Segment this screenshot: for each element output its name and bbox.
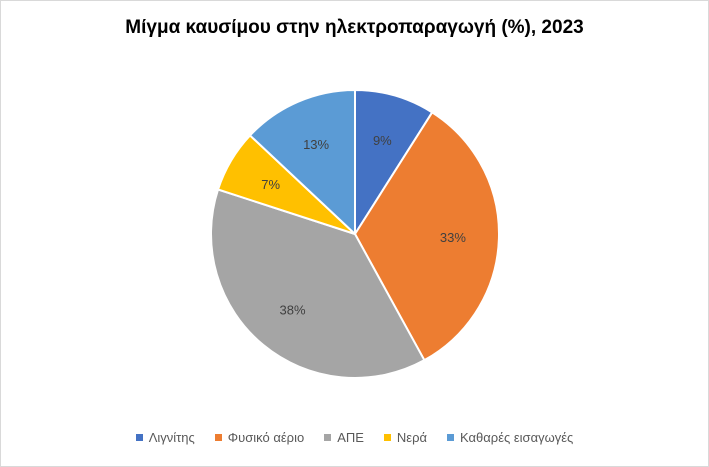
- legend-label: Φυσικό αέριο: [227, 430, 305, 445]
- slice-data-label: 7%: [261, 177, 280, 192]
- legend-item: Λιγνίτης: [135, 430, 195, 445]
- legend-item: Νερά: [383, 430, 428, 445]
- legend: Λιγνίτης Φυσικό αέριο ΑΠΕ Νερά Καθαρές εισαγ…: [1, 430, 708, 445]
- slice-data-label: 9%: [373, 133, 392, 148]
- chart-title: Μίγμα καυσίμου στην ηλεκτροπαραγωγή (%),…: [125, 17, 584, 38]
- legend-item: Καθαρές εισαγωγές: [447, 430, 573, 445]
- legend-swatch: [135, 434, 143, 441]
- legend-label: ΑΠΕ: [337, 430, 364, 445]
- legend-swatch: [324, 434, 332, 441]
- pie-slice: [248, 88, 356, 237]
- legend-item: Φυσικό αέριο: [214, 430, 305, 445]
- slice-data-label: 38%: [280, 303, 306, 318]
- pie-slice: [354, 88, 434, 238]
- pie-slices: [210, 88, 500, 379]
- slice-data-label: 33%: [440, 230, 466, 245]
- legend-swatch: [447, 434, 455, 441]
- legend-label: Νερά: [396, 430, 428, 445]
- legend-label: Καθαρές εισαγωγές: [460, 430, 574, 445]
- legend-label: Λιγνίτης: [148, 430, 195, 445]
- pie-labels: 9% 33% 38% 7% 13%: [261, 133, 466, 318]
- pie-slice: [210, 188, 426, 379]
- legend-item: ΑΠΕ: [324, 430, 364, 445]
- legend-swatch: [214, 434, 222, 441]
- slice-data-label: 13%: [303, 137, 329, 152]
- legend-swatch: [383, 434, 391, 441]
